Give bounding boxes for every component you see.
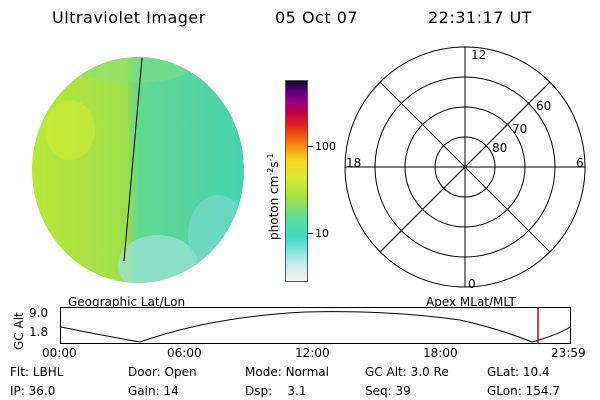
door-info: Door: Open [128,365,197,379]
glat-info: GLat: 10.4 [487,365,550,379]
colorbar-unit-label: photon cm-2s-1 [266,153,281,240]
orbit-plot [60,307,571,344]
gain-info: Gain: 14 [128,384,179,398]
date-label: 05 Oct 07 [275,8,359,27]
colorbar [285,80,308,282]
gc-alt-info: GC Alt: 3.0 Re [365,365,449,379]
lat-label-80: 80 [492,141,507,155]
dsp-info: Dsp: 3.1 [245,384,307,398]
seq-info: Seq: 39 [365,384,411,398]
mlt-label-18: 18 [346,156,361,170]
polar-plot: 12 18 6 0 60 70 80 [344,46,586,290]
instrument-title: Ultraviolet Imager [52,8,206,27]
colorbar-tick-label: 10 [315,227,329,240]
altitude-curve [60,311,571,343]
orbit-x-tick: 23:59 [551,346,586,360]
colorbar-tick-label: 100 [315,140,336,153]
orbit-y-tick-min: 1.8 [29,325,49,339]
mlt-label-0: 0 [468,277,476,290]
lat-label-70: 70 [512,122,527,136]
orbit-x-tick: 12:00 [295,346,330,360]
colorbar-tick [307,146,313,147]
orbit-x-tick: 00:00 [42,346,77,360]
lat-label-60: 60 [536,99,551,113]
glon-info: GLon: 154.7 [487,384,560,398]
orbit-x-tick: 06:00 [167,346,202,360]
terminator-line [123,57,143,262]
ip-info: IP: 36.0 [10,384,56,398]
uv-image [32,57,244,283]
mlt-label-6: 6 [576,156,584,170]
mode-info: Mode: Normal [245,365,329,379]
time-label: 22:31:17 UT [428,8,532,27]
filter-info: Flt: LBHL [10,365,64,379]
colorbar-tick [307,233,313,234]
geographic-title: Geographic Lat/Lon [68,295,186,309]
apex-title: Apex MLat/MLT [426,295,516,309]
orbit-y-label: GC Alt [12,312,26,350]
orbit-x-tick: 18:00 [423,346,458,360]
orbit-y-tick-max: 9.0 [29,306,49,320]
mlt-label-12: 12 [471,48,486,62]
